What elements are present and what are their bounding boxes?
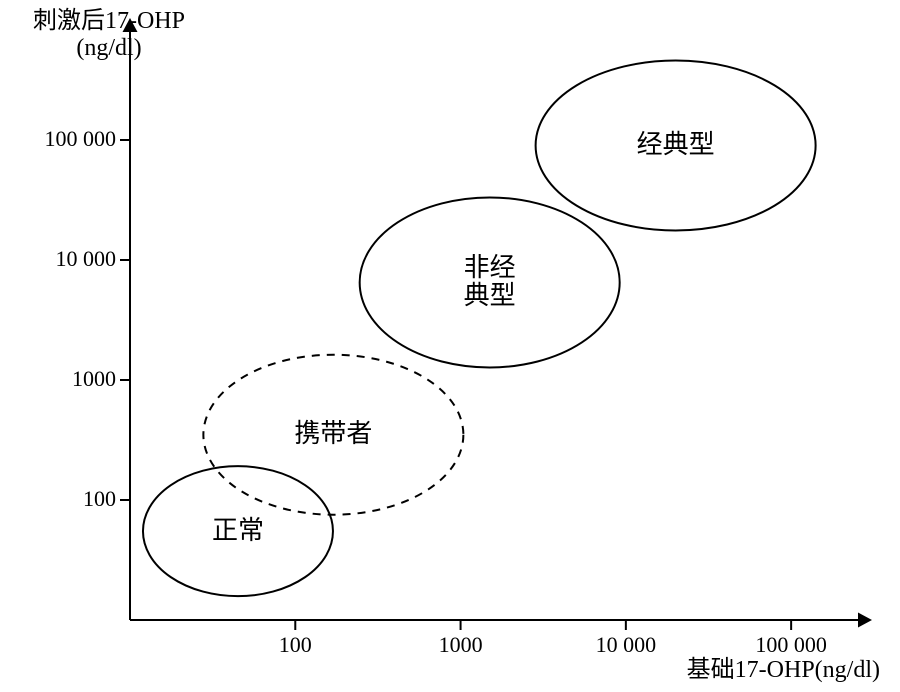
cluster-label-normal: 正常	[158, 517, 318, 546]
cluster-label-carrier: 携带者	[253, 420, 413, 449]
x-tick-label: 100	[245, 632, 345, 658]
y-tick-label: 1000	[72, 366, 116, 392]
cluster-label-classic: 经典型	[596, 131, 756, 160]
y-tick-label: 100	[83, 486, 116, 512]
y-axis-title: 刺激后17-OHP (ng/dl)	[4, 0, 214, 62]
x-tick-label: 10 000	[576, 632, 676, 658]
chart-container: 刺激后17-OHP (ng/dl) 基础17-OHP(ng/dl) 100100…	[0, 0, 900, 692]
y-tick-label: 100 000	[45, 126, 117, 152]
x-tick-label: 100 000	[741, 632, 841, 658]
chart-svg	[0, 0, 900, 692]
y-axis-title-line1: 刺激后17-OHP	[4, 0, 214, 35]
cluster-label-nonclassic: 非经典型	[410, 254, 570, 311]
y-tick-label: 10 000	[56, 246, 117, 272]
y-axis-title-line2: (ng/dl)	[4, 35, 214, 62]
x-tick-label: 1000	[411, 632, 511, 658]
